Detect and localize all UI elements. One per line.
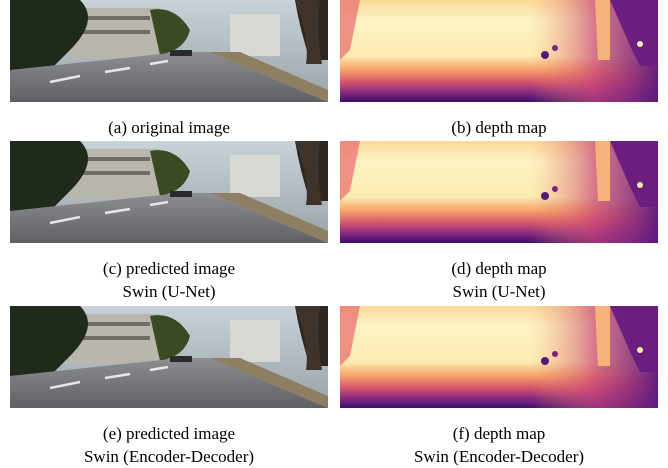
- caption: Swin (Encoder-Decoder): [414, 447, 584, 466]
- panels: (a) original image (b) depth map (c) predi…: [10, 0, 658, 466]
- depth-map-image: [340, 0, 658, 102]
- street-image: [10, 141, 328, 243]
- depth-map-image: [340, 141, 658, 243]
- caption: (f) depth map: [453, 424, 546, 443]
- caption: Swin (U-Net): [122, 282, 215, 301]
- depth-map-image: [340, 306, 658, 408]
- caption: (b) depth map: [451, 118, 546, 137]
- caption: (c) predicted image: [103, 259, 235, 278]
- caption: (e) predicted image: [103, 424, 235, 443]
- street-image: [10, 0, 328, 102]
- street-image: [10, 306, 328, 408]
- caption: (d) depth map: [451, 259, 546, 278]
- caption: (a) original image: [108, 118, 230, 137]
- caption: Swin (U-Net): [452, 282, 545, 301]
- figure: (a) original image (b) depth map (c) predi…: [0, 0, 668, 468]
- caption: Swin (Encoder-Decoder): [84, 447, 254, 466]
